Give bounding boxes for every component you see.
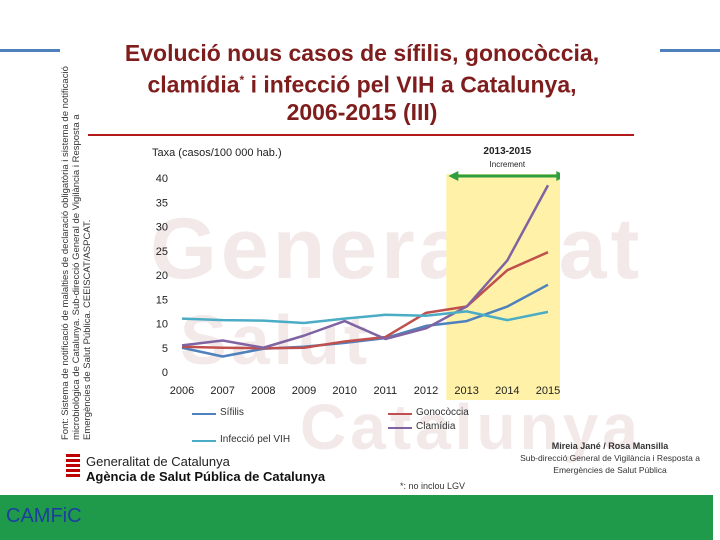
- top-rule-right: [660, 49, 720, 52]
- page-title: Evolució nous casos de sífilis, gonocòcc…: [84, 40, 640, 126]
- footer-label: CAMFiC: [6, 505, 82, 527]
- legend-label: Gonocòccia: [416, 407, 469, 418]
- x-tick-label: 2011: [374, 385, 398, 397]
- y-tick-label: 40: [156, 173, 168, 185]
- legend-swatch: [192, 413, 216, 415]
- highlight-sublabel: Increment: [490, 160, 526, 169]
- legend-swatch: [192, 440, 216, 442]
- y-tick-label: 30: [156, 222, 168, 234]
- authors-block: Mireia Jané / Rosa Mansilla Sub-direcció…: [500, 440, 720, 476]
- line-chart: 2013-2015 Increment Taxa (casos/100 000 ha…: [152, 146, 560, 400]
- department-line-1: Sub-direcció General de Vigilància i Res…: [520, 453, 700, 463]
- x-tick-label: 2013: [454, 385, 478, 397]
- department-line-2: Emergències de Salut Pública: [553, 465, 667, 475]
- y-tick-label: 35: [156, 197, 168, 209]
- legend-label: Infecció pel VIH: [220, 434, 291, 445]
- generalitat-emblem-icon: [66, 454, 80, 482]
- y-tick-label: 0: [162, 367, 168, 379]
- legend-label: Sífilis: [220, 407, 244, 418]
- series-line: [181, 184, 550, 349]
- highlight-arrow-head-left: [448, 171, 459, 181]
- y-tick-label: 5: [162, 343, 168, 355]
- source-note: Font: Sistema de notificació de malaltie…: [60, 66, 93, 440]
- highlight-arrow-head-right: [556, 171, 560, 181]
- footnote: *: no inclou LGV: [400, 481, 466, 491]
- series-line: [181, 310, 549, 325]
- y-tick-label: 20: [156, 270, 168, 282]
- title-line-1: Evolució nous casos de sífilis, gonocòcc…: [124, 40, 600, 66]
- y-tick-label: 10: [156, 319, 168, 331]
- x-tick-label: 2007: [210, 385, 234, 397]
- highlight-label: 2013-2015: [483, 146, 531, 157]
- title-underline: [88, 134, 634, 136]
- x-tick-label: 2014: [495, 385, 519, 397]
- x-tick-label: 2008: [251, 385, 275, 397]
- title-asterisk: *: [239, 73, 245, 87]
- highlight-band: [446, 174, 560, 400]
- y-tick-label: 25: [156, 246, 168, 258]
- series-line: [181, 251, 549, 350]
- x-tick-label: 2009: [292, 385, 316, 397]
- title-line-2: clamídia* i infecció pel VIH a Catalunya…: [147, 71, 577, 98]
- x-tick-label: 2015: [536, 385, 560, 397]
- x-tick-label: 2006: [170, 385, 194, 397]
- title-line-3: 2006-2015 (III): [286, 98, 438, 125]
- x-tick-label: 2012: [414, 385, 438, 397]
- authors-names: Mireia Jané / Rosa Mansilla: [551, 441, 669, 451]
- y-tick-label: 15: [156, 294, 168, 306]
- legend-swatch: [388, 427, 412, 429]
- x-tick-label: 2010: [332, 385, 356, 397]
- legend-label: Clamídia: [416, 421, 456, 432]
- org-name-line-2: Agència de Salut Pública de Catalunya: [86, 469, 326, 484]
- legend-swatch: [388, 413, 412, 415]
- top-rule-left: [0, 49, 60, 52]
- org-name-line-1: Generalitat de Catalunya: [86, 454, 230, 469]
- footer-bar: CAMFiC: [0, 495, 713, 540]
- y-axis-label: Taxa (casos/100 000 hab.): [152, 147, 282, 159]
